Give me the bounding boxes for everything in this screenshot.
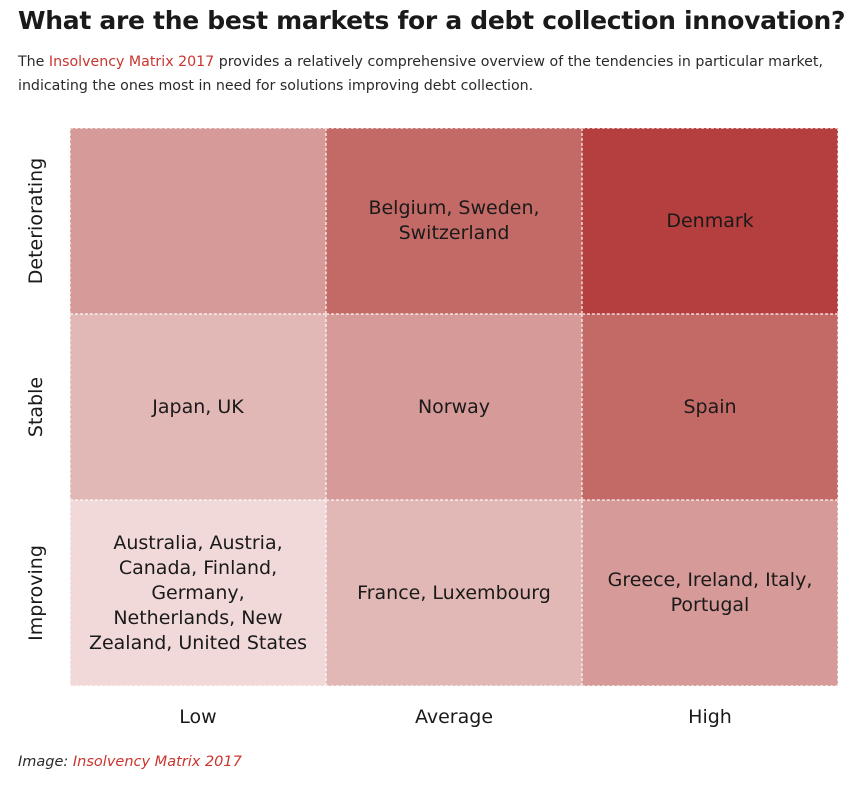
matrix-cell: Greece, Ireland, Italy, Portugal bbox=[582, 500, 838, 686]
y-tick-text: Deteriorating bbox=[25, 157, 47, 285]
caption-prefix: Image: bbox=[18, 754, 73, 770]
cell-label: France, Luxembourg bbox=[357, 581, 551, 604]
y-tick-text: Stable bbox=[25, 376, 47, 438]
cell-label: Norway bbox=[417, 395, 491, 418]
cell-label: Denmark bbox=[666, 209, 754, 232]
cell-label: Greece, Ireland, Italy, Portugal bbox=[607, 569, 813, 616]
matrix-cell: France, Luxembourg bbox=[326, 500, 582, 686]
intro-suffix: provides a relatively comprehensive over… bbox=[18, 54, 823, 94]
x-tick-label-average: Average bbox=[414, 706, 494, 728]
matrix-cell: Denmark bbox=[582, 128, 838, 314]
cell-label: Australia, Austria, Canada, Finland, Ger… bbox=[88, 531, 308, 654]
matrix-cell: Australia, Austria, Canada, Finland, Ger… bbox=[70, 500, 326, 686]
cell-label: Belgium, Sweden, Switzerland bbox=[368, 197, 540, 244]
y-tick-text: Improving bbox=[25, 545, 47, 641]
caption-source-link[interactable]: Insolvency Matrix 2017 bbox=[72, 754, 242, 770]
x-tick-label-high: High bbox=[688, 706, 732, 728]
matrix-cell: Belgium, Sweden, Switzerland bbox=[326, 128, 582, 314]
matrix-cell: Spain bbox=[582, 314, 838, 500]
intro-paragraph: The Insolvency Matrix 2017 provides a re… bbox=[18, 50, 838, 98]
page-title: What are the best markets for a debt col… bbox=[18, 6, 846, 35]
cell-label: Japan, UK bbox=[152, 395, 244, 418]
cell-label: Spain bbox=[683, 395, 737, 418]
matrix-chart: Belgium, Sweden, Switzerland Denmark Japan… bbox=[70, 128, 838, 686]
x-tick-label-low: Low bbox=[179, 706, 217, 728]
matrix-cell: Japan, UK bbox=[70, 314, 326, 500]
matrix-cell bbox=[70, 128, 326, 314]
intro-prefix: The bbox=[18, 54, 49, 70]
matrix-cell: Norway bbox=[326, 314, 582, 500]
insolvency-matrix-link[interactable]: Insolvency Matrix 2017 bbox=[48, 54, 215, 70]
image-caption: Image: Insolvency Matrix 2017 bbox=[18, 754, 242, 770]
